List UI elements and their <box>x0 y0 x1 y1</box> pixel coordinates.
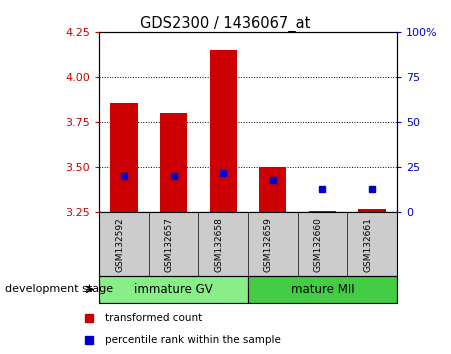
Text: GSM132660: GSM132660 <box>313 217 322 272</box>
Bar <box>248 276 397 303</box>
Bar <box>210 50 237 212</box>
Bar <box>309 211 336 212</box>
Text: immature GV: immature GV <box>134 283 213 296</box>
Text: GSM132661: GSM132661 <box>363 217 372 272</box>
Text: GSM132592: GSM132592 <box>115 217 124 272</box>
Text: GSM132658: GSM132658 <box>214 217 223 272</box>
Bar <box>359 209 386 212</box>
Text: mature MII: mature MII <box>290 283 354 296</box>
Text: transformed count: transformed count <box>106 313 203 323</box>
Bar <box>99 276 248 303</box>
Text: percentile rank within the sample: percentile rank within the sample <box>106 335 281 345</box>
Text: GDS2300 / 1436067_at: GDS2300 / 1436067_at <box>140 16 311 32</box>
Bar <box>259 167 286 212</box>
Text: development stage: development stage <box>5 284 113 295</box>
Text: GSM132657: GSM132657 <box>165 217 174 272</box>
Bar <box>110 103 138 212</box>
Bar <box>160 113 187 212</box>
Text: GSM132659: GSM132659 <box>264 217 273 272</box>
